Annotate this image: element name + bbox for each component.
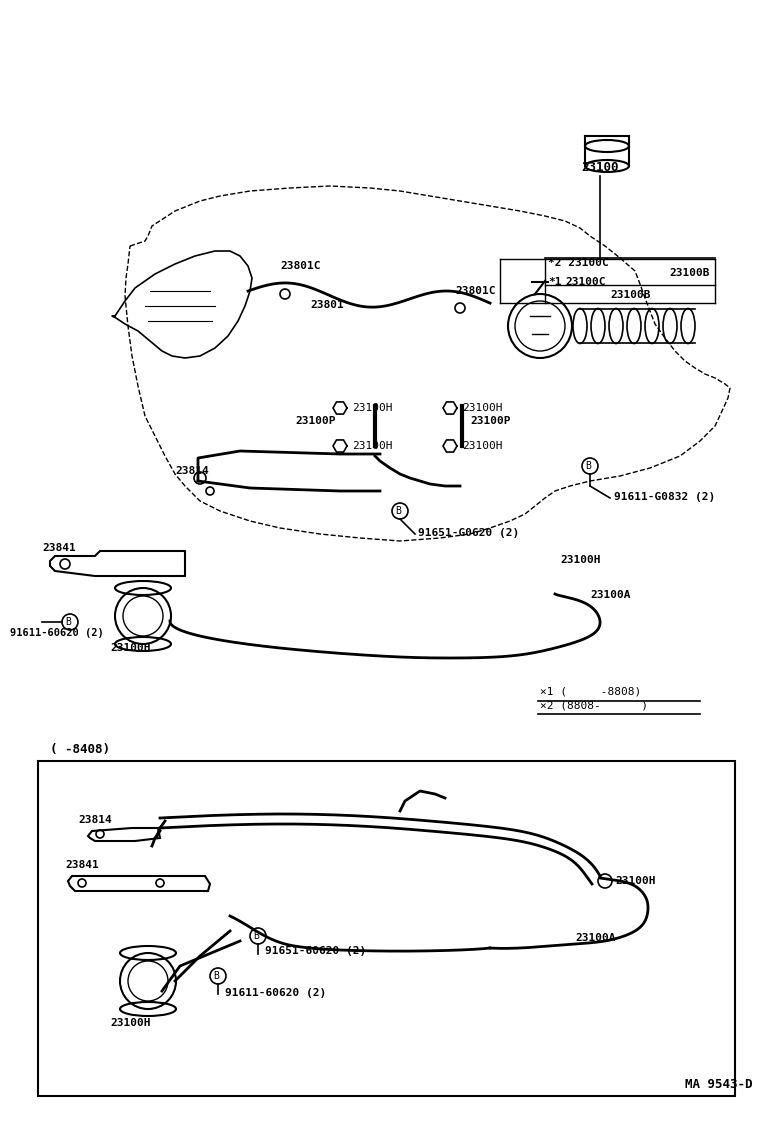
Text: 91611-60620 (2): 91611-60620 (2) (225, 988, 326, 998)
Text: *1: *1 (548, 277, 562, 286)
Text: 23100H: 23100H (615, 876, 656, 886)
Polygon shape (68, 876, 210, 890)
Text: B: B (213, 971, 219, 981)
Text: 23100H: 23100H (560, 555, 601, 565)
Text: 91611-60620 (2): 91611-60620 (2) (10, 628, 104, 638)
Text: 23100A: 23100A (590, 590, 630, 601)
Text: ( -8408): ( -8408) (50, 743, 110, 756)
Text: ×2 (8808-      ): ×2 (8808- ) (540, 700, 648, 711)
Text: 23100H: 23100H (352, 441, 393, 452)
Text: B: B (585, 461, 591, 471)
Text: 23814: 23814 (78, 815, 112, 825)
Text: B: B (395, 507, 401, 516)
Polygon shape (50, 551, 185, 576)
Text: 23100H: 23100H (110, 643, 151, 653)
Text: 23100P: 23100P (470, 416, 511, 426)
Text: 23100A: 23100A (575, 933, 615, 943)
Text: 23100C: 23100C (565, 277, 605, 286)
Text: B: B (65, 617, 71, 627)
Text: 23100B: 23100B (670, 268, 710, 278)
Text: MA 9543-D: MA 9543-D (685, 1078, 753, 1091)
Text: 23841: 23841 (65, 860, 99, 870)
Polygon shape (88, 829, 160, 841)
Text: 23100H: 23100H (110, 1018, 151, 1028)
Text: 23100P: 23100P (295, 416, 335, 426)
Text: 23801: 23801 (310, 300, 344, 311)
Text: 23100: 23100 (581, 160, 618, 174)
Text: 23100H: 23100H (352, 403, 393, 413)
Text: 91611-G0832 (2): 91611-G0832 (2) (614, 492, 715, 502)
Text: 91651-60620 (2): 91651-60620 (2) (265, 945, 366, 956)
Text: *2 23100C: *2 23100C (548, 258, 608, 268)
Text: 23814: 23814 (175, 466, 209, 476)
Text: 23801C: 23801C (455, 286, 496, 296)
Text: 23100H: 23100H (462, 441, 503, 452)
Text: ×1 (     -8808): ×1 ( -8808) (540, 686, 641, 696)
Text: 23100B: 23100B (610, 290, 650, 300)
Text: 91651-G0620 (2): 91651-G0620 (2) (418, 528, 519, 537)
Text: 23100H: 23100H (462, 403, 503, 413)
Text: B: B (253, 931, 259, 941)
Text: 23841: 23841 (42, 543, 76, 554)
Text: 23801C: 23801C (280, 261, 320, 270)
